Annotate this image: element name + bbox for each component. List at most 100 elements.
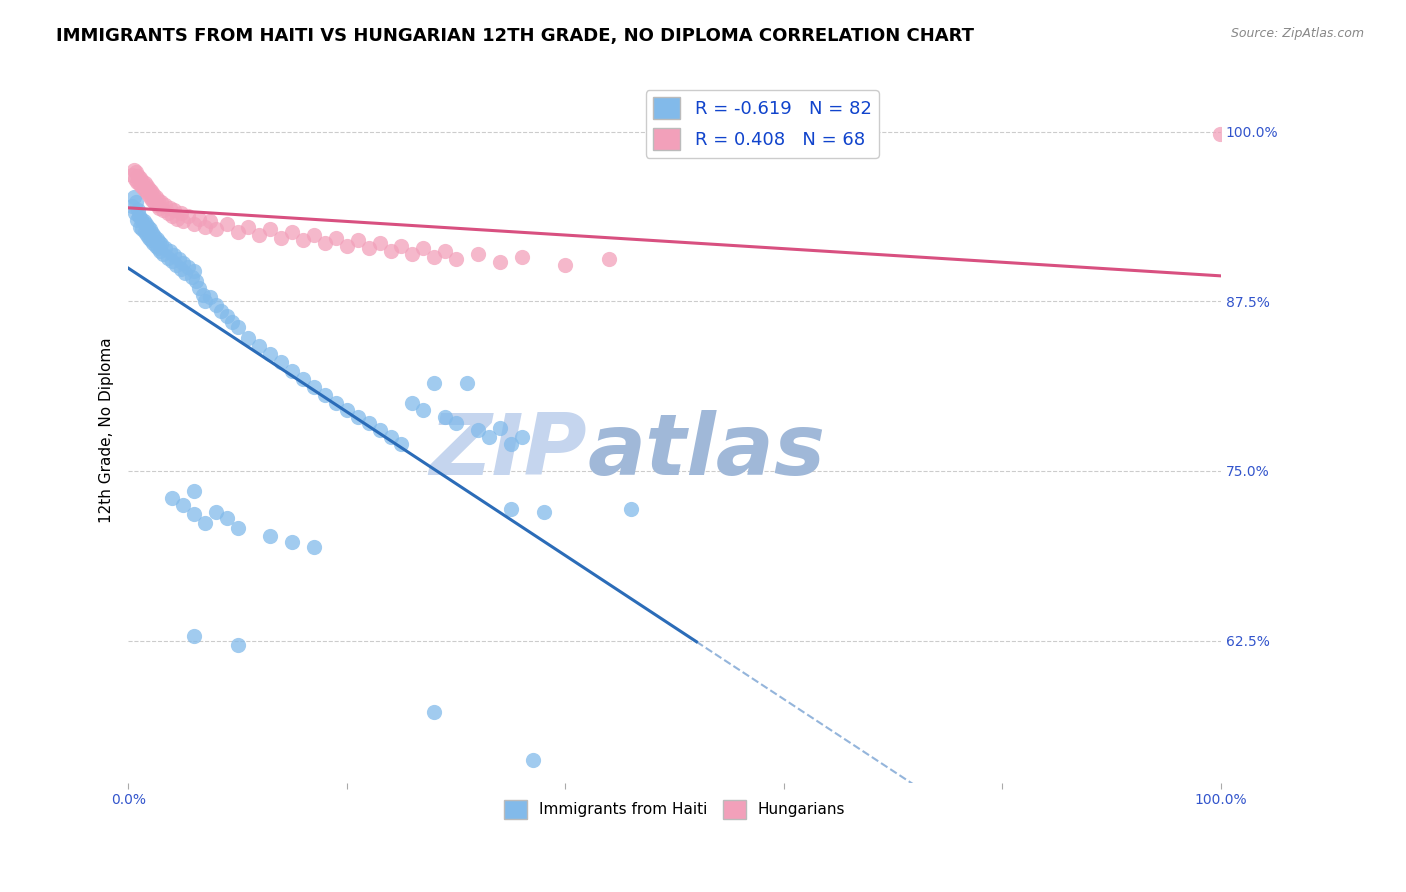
Point (183, 484, 205, 499)
Point (247, 339, 270, 353)
Point (412, 403, 434, 417)
Point (125, 175, 148, 189)
Point (194, 516, 217, 530)
Point (124, 206, 146, 220)
Point (302, 540, 325, 554)
Point (423, 250, 446, 264)
Point (149, 244, 172, 259)
Point (281, 225, 304, 239)
Point (215, 511, 238, 525)
Point (148, 201, 170, 215)
Y-axis label: 12th Grade, No Diploma: 12th Grade, No Diploma (100, 337, 114, 523)
Point (167, 252, 190, 267)
Point (174, 266, 197, 280)
Point (184, 274, 207, 288)
Point (194, 294, 217, 309)
Point (488, 420, 510, 434)
Point (401, 247, 423, 261)
Point (194, 219, 217, 234)
Point (391, 238, 413, 252)
Point (134, 225, 156, 239)
Point (131, 173, 153, 187)
Point (121, 199, 143, 213)
Point (177, 260, 200, 275)
Point (183, 508, 205, 522)
Point (138, 182, 160, 196)
Point (238, 219, 260, 234)
Point (180, 269, 202, 284)
Point (122, 162, 145, 177)
Point (302, 380, 325, 394)
Point (380, 430, 402, 444)
Point (259, 347, 281, 361)
Point (160, 209, 183, 223)
Point (270, 355, 292, 369)
Point (510, 430, 533, 444)
Text: IMMIGRANTS FROM HAITI VS HUNGARIAN 12TH GRADE, NO DIPLOMA CORRELATION CHART: IMMIGRANTS FROM HAITI VS HUNGARIAN 12TH … (56, 27, 974, 45)
Point (226, 638, 249, 652)
Text: Source: ZipAtlas.com: Source: ZipAtlas.com (1230, 27, 1364, 40)
Point (148, 235, 170, 249)
Legend: Immigrants from Haiti, Hungarians: Immigrants from Haiti, Hungarians (498, 794, 852, 825)
Point (434, 409, 457, 424)
Point (259, 529, 281, 543)
Point (150, 237, 173, 252)
Point (456, 376, 478, 390)
Point (135, 227, 157, 242)
Point (146, 241, 169, 255)
Point (136, 187, 159, 202)
Point (141, 193, 163, 207)
Point (124, 172, 146, 186)
Point (141, 227, 163, 241)
Point (434, 244, 457, 259)
Point (380, 244, 402, 259)
Point (270, 230, 292, 244)
Point (1209, 128, 1232, 142)
Point (423, 376, 446, 390)
Point (444, 417, 467, 431)
Point (125, 195, 148, 210)
Point (165, 258, 187, 272)
Point (172, 498, 194, 512)
Point (292, 372, 315, 386)
Point (200, 214, 222, 228)
Point (215, 217, 238, 231)
Point (188, 211, 211, 226)
Point (146, 193, 169, 207)
Point (142, 235, 165, 250)
Point (368, 423, 391, 437)
Point (200, 290, 222, 304)
Point (142, 187, 165, 202)
Point (368, 235, 391, 250)
Point (172, 214, 194, 228)
Point (155, 198, 177, 212)
Point (598, 252, 620, 267)
Point (281, 534, 304, 549)
Point (292, 233, 315, 247)
Point (215, 310, 238, 324)
Point (357, 241, 380, 255)
Point (128, 176, 150, 190)
Point (125, 213, 148, 227)
Point (132, 182, 155, 196)
Point (325, 230, 347, 244)
Point (533, 505, 555, 519)
Point (131, 211, 153, 226)
Point (226, 521, 249, 535)
Point (156, 206, 179, 220)
Point (314, 235, 336, 250)
Point (125, 165, 148, 179)
Point (134, 176, 156, 190)
Point (145, 198, 167, 212)
Point (209, 303, 232, 318)
Text: atlas: atlas (588, 410, 825, 493)
Point (183, 217, 205, 231)
Point (159, 201, 181, 215)
Point (166, 211, 188, 226)
Point (191, 287, 214, 301)
Point (412, 241, 434, 255)
Point (135, 217, 157, 231)
Point (444, 252, 467, 267)
Point (131, 222, 153, 236)
Point (281, 363, 304, 377)
